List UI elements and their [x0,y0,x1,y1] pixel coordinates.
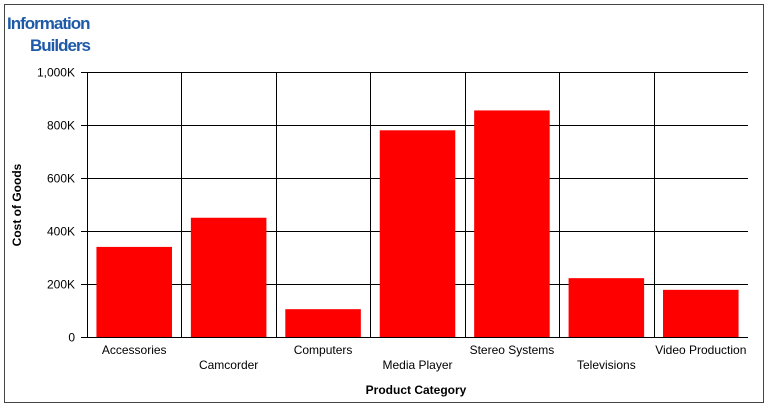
x-tick-label: Stereo Systems [470,343,555,357]
x-axis-title: Product Category [366,383,467,397]
y-tick-label: 400K [47,225,75,239]
x-tick-label: Accessories [102,343,167,357]
logo-text: Information [7,14,90,33]
bar [663,289,739,337]
bar [568,278,645,337]
bar [285,309,361,337]
bar [379,130,456,337]
bar [190,217,267,337]
bar [474,110,550,337]
y-tick-label: 200K [47,278,75,292]
bar [96,246,172,337]
y-tick-label: 0 [68,331,75,345]
y-tick-label: 600K [47,172,75,186]
x-tick-label: Media Player [382,358,452,372]
logo-text: Builders [30,36,91,55]
y-tick-label: 800K [47,119,75,133]
x-tick-label: Televisions [577,358,636,372]
y-axis-title: Cost of Goods [10,163,24,246]
y-tick-label: 1,000K [37,66,75,80]
x-tick-label: Computers [294,343,353,357]
x-tick-label: Video Production [655,343,746,357]
x-tick-label: Camcorder [199,358,258,372]
